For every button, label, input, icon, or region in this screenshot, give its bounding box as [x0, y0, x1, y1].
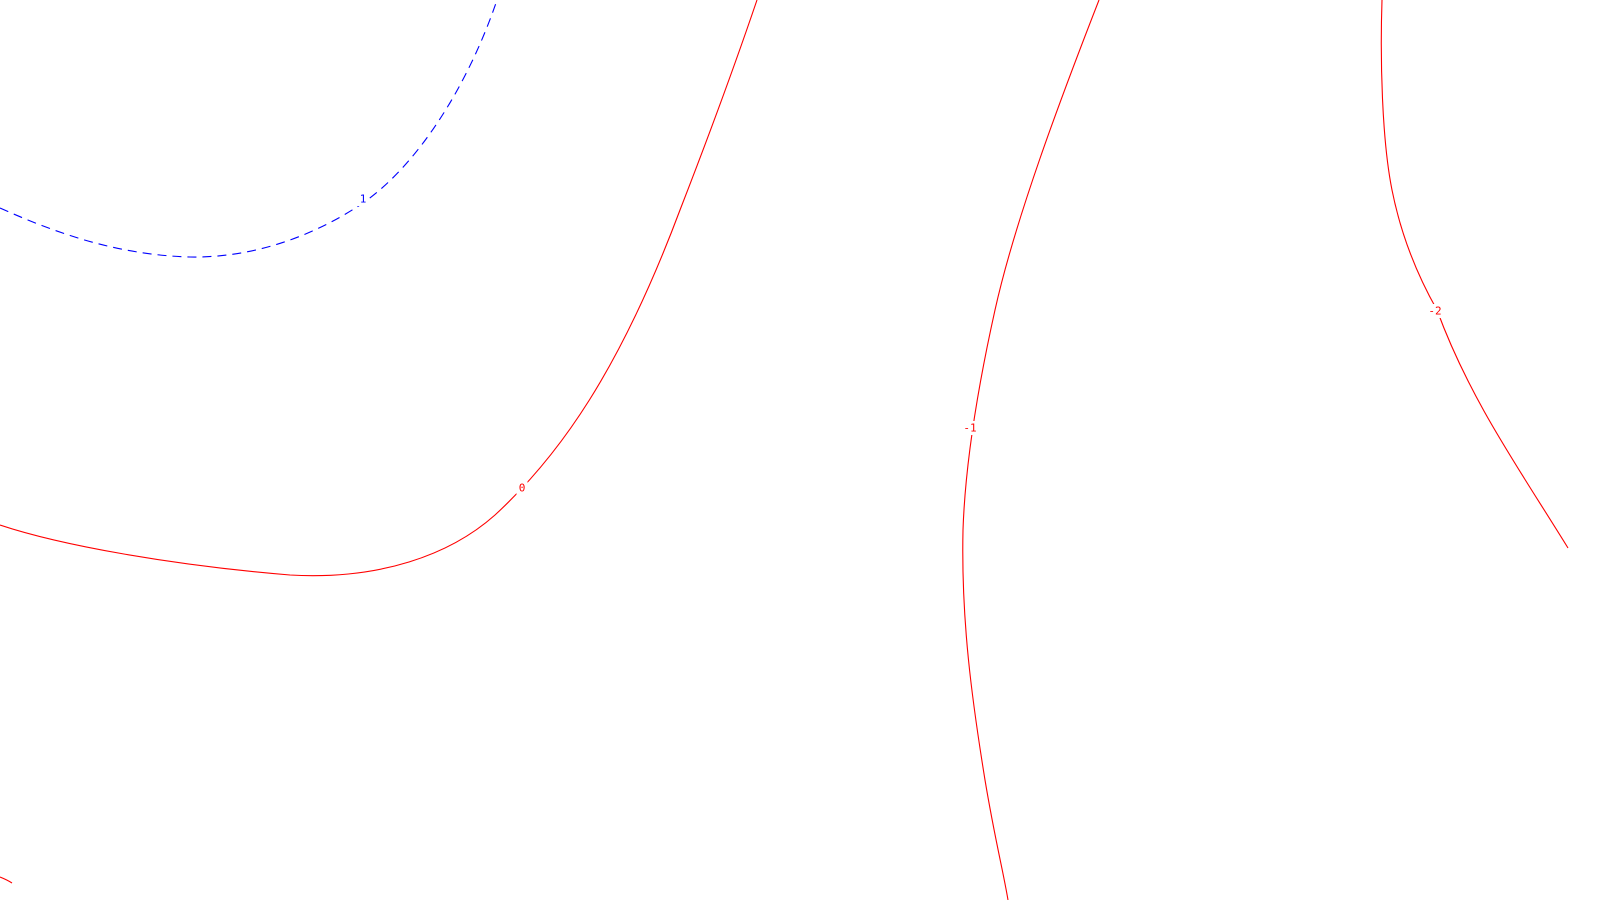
contour-line-neg-1 [962, 0, 1100, 900]
contour-label-background [1426, 304, 1444, 318]
contour-line-0 [0, 0, 758, 577]
contour-label-background [357, 192, 369, 206]
contour-label-background [961, 421, 979, 435]
contour-label-neg-1: -1 [963, 422, 976, 435]
contour-line-fragment [0, 876, 13, 884]
contour-label-background [516, 481, 528, 495]
contour-label-0: 0 [519, 482, 526, 495]
contour-line-neg-2 [1380, 0, 1569, 549]
contour-label-1: 1 [360, 193, 367, 206]
contour-labels: 1 0 -1 -2 [357, 192, 1444, 495]
contour-line-1 [0, 0, 498, 258]
contour-label-neg-2: -2 [1428, 305, 1441, 318]
